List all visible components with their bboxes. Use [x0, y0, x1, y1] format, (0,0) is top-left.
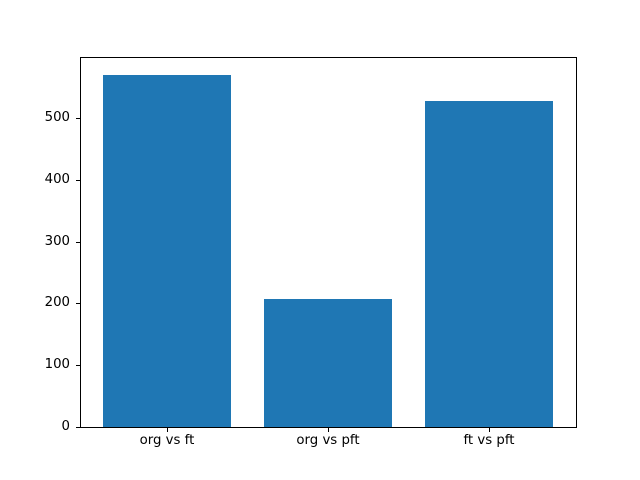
y-tick-label: 500 — [44, 109, 70, 125]
y-tick-label: 100 — [44, 357, 70, 373]
x-tick-label: org vs pft — [296, 433, 360, 448]
bar-org-vs-ft — [102, 74, 232, 427]
y-tick-mark — [76, 365, 80, 367]
y-tick-label: 400 — [44, 171, 70, 187]
x-tick-mark — [167, 428, 168, 432]
x-tick-label: org vs ft — [139, 433, 195, 448]
x-tick-mark — [328, 428, 329, 432]
bar-org-vs-pft — [263, 299, 393, 427]
x-tick-mark — [489, 428, 490, 432]
y-tick-mark — [76, 427, 80, 428]
y-tick-label: 200 — [44, 295, 70, 311]
y-tick-mark — [76, 303, 80, 305]
x-tick-label: ft vs pft — [463, 433, 515, 448]
y-tick-mark — [76, 117, 80, 119]
y-tick-label: 300 — [44, 233, 70, 249]
axis-spine-right — [576, 57, 577, 428]
y-tick-mark — [76, 241, 80, 243]
axis-spine-top — [80, 57, 577, 58]
bar-ft-vs-pft — [424, 101, 554, 427]
axis-spine-left — [80, 57, 81, 428]
axis-spine-bottom — [80, 427, 577, 428]
y-tick-label: 0 — [61, 419, 70, 434]
y-tick-mark — [76, 179, 80, 181]
